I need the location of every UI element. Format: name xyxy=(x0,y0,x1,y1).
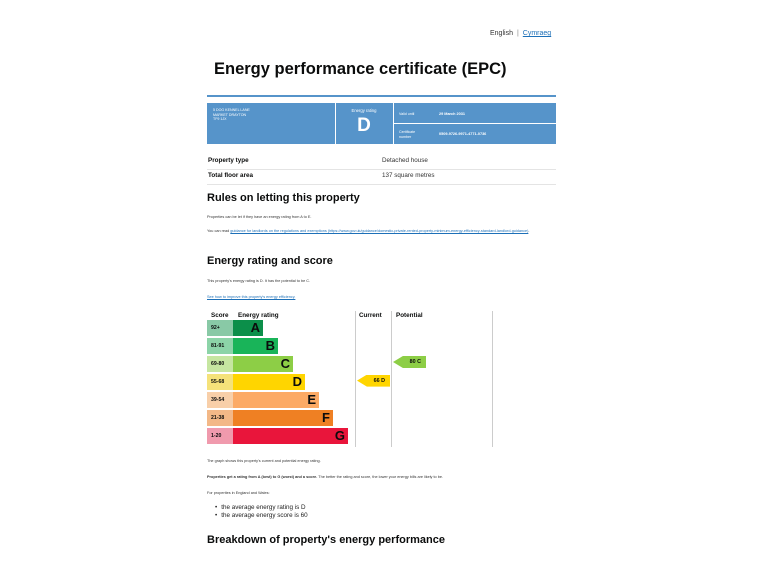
rating-band-e: E xyxy=(233,392,319,408)
score-range-c: 69-80 xyxy=(207,356,234,372)
summary-band: 5 DOG KENNEL LANE MARKET DRAYTON TF9 1JX… xyxy=(207,103,556,144)
chart-header-current: Current xyxy=(359,312,382,319)
title-divider xyxy=(207,95,556,97)
score-range-b: 81-91 xyxy=(207,338,234,354)
breakdown-heading: Breakdown of property's energy performan… xyxy=(207,534,445,546)
rating-band-letter: F xyxy=(322,410,330,425)
score-range-e: 39-54 xyxy=(207,392,234,408)
rules-heading: Rules on letting this property xyxy=(207,192,360,204)
average-list: the average energy rating is D the avera… xyxy=(215,504,308,520)
address-line: 5 DOG KENNEL LANE xyxy=(213,108,250,112)
language-separator: | xyxy=(516,30,519,37)
property-type-label: Property type xyxy=(208,157,249,164)
floor-area-label: Total floor area xyxy=(208,172,254,179)
chart-header-rating: Energy rating xyxy=(238,312,279,319)
score-range-a: 92+ xyxy=(207,320,234,336)
score-range-g: 1-20 xyxy=(207,428,234,444)
floor-area-row: Total floor area 137 square metres xyxy=(207,170,556,185)
rating-explanation-bold: Properties get a rating from A (best) to… xyxy=(207,475,318,479)
landlord-guidance-link[interactable]: guidance for landlords on the regulation… xyxy=(230,229,529,233)
rules-paragraph: Properties can be let if they have an en… xyxy=(207,215,312,219)
current-rating-arrow: 66 D xyxy=(357,374,390,387)
band-divider xyxy=(393,123,556,124)
band-divider xyxy=(335,103,336,144)
rating-band-letter: E xyxy=(307,392,316,407)
chart-caption: The graph shows this property's current … xyxy=(207,459,321,463)
property-type-row: Property type Detached house xyxy=(207,155,556,170)
language-switcher: English | Cymraeg xyxy=(490,30,551,37)
chart-header-score: Score xyxy=(211,312,229,319)
score-range-f: 21-38 xyxy=(207,410,234,426)
certificate-number-label: Certificate number xyxy=(399,130,416,139)
language-alternative-link[interactable]: Cymraeg xyxy=(522,30,552,37)
rules-guidance-suffix: . xyxy=(528,229,530,233)
page-title: Energy performance certificate (EPC) xyxy=(214,60,507,78)
rating-label: Energy rating xyxy=(351,108,377,113)
rating-band-letter: A xyxy=(250,320,260,335)
score-range-d: 55-68 xyxy=(207,374,234,390)
valid-until-value: 29 March 2031 xyxy=(439,112,465,116)
rating-band-letter: G xyxy=(334,428,345,443)
rules-guidance-prefix: You can read xyxy=(207,229,231,233)
address-line: MARKET DRAYTON xyxy=(213,112,247,117)
improve-efficiency-link[interactable]: See how to improve this property's energ… xyxy=(207,295,296,299)
rating-explanation: Properties get a rating from A (best) to… xyxy=(207,475,443,479)
rating-band-f: F xyxy=(233,410,333,426)
chart-divider xyxy=(492,311,493,447)
chart-header-potential: Potential xyxy=(396,312,423,319)
rating-band-d: D xyxy=(233,374,305,390)
property-type-value: Detached house xyxy=(382,157,428,164)
rating-band-b: B xyxy=(233,338,278,354)
chart-divider xyxy=(391,311,392,447)
rating-band-c: C xyxy=(233,356,293,372)
rules-guidance-paragraph: You can read guidance for landlords on t… xyxy=(207,229,552,234)
rating-band-letter: D xyxy=(292,374,302,389)
rating-band-g: G xyxy=(233,428,348,444)
list-item: the average energy rating is D xyxy=(215,504,308,512)
rating-band-letter: C xyxy=(280,356,290,371)
chart-divider xyxy=(355,311,356,447)
energy-rating-intro: This property's energy rating is D. It h… xyxy=(207,279,311,283)
energy-rating-heading: Energy rating and score xyxy=(207,255,333,267)
average-intro: For properties in England and Wales: xyxy=(207,491,270,495)
language-current: English xyxy=(490,30,513,37)
certificate-number-value: 0509-9726-9971-4771-0736 xyxy=(439,132,487,136)
rating-explanation-rest: The better the rating and score, the low… xyxy=(317,475,443,479)
rating-band-letter: B xyxy=(265,338,275,353)
list-item: the average energy score is 60 xyxy=(215,512,307,520)
address-line: TF9 1JX xyxy=(213,117,227,122)
address-block: 5 DOG KENNEL LANE MARKET DRAYTON TF9 1JX xyxy=(213,108,333,122)
rating-band-a: A xyxy=(233,320,263,336)
floor-area-value: 137 square metres xyxy=(382,172,435,179)
current-rating-letter: D xyxy=(357,115,371,136)
potential-rating-arrow: 80 C xyxy=(393,356,426,368)
valid-until-label: Valid until xyxy=(399,112,415,116)
